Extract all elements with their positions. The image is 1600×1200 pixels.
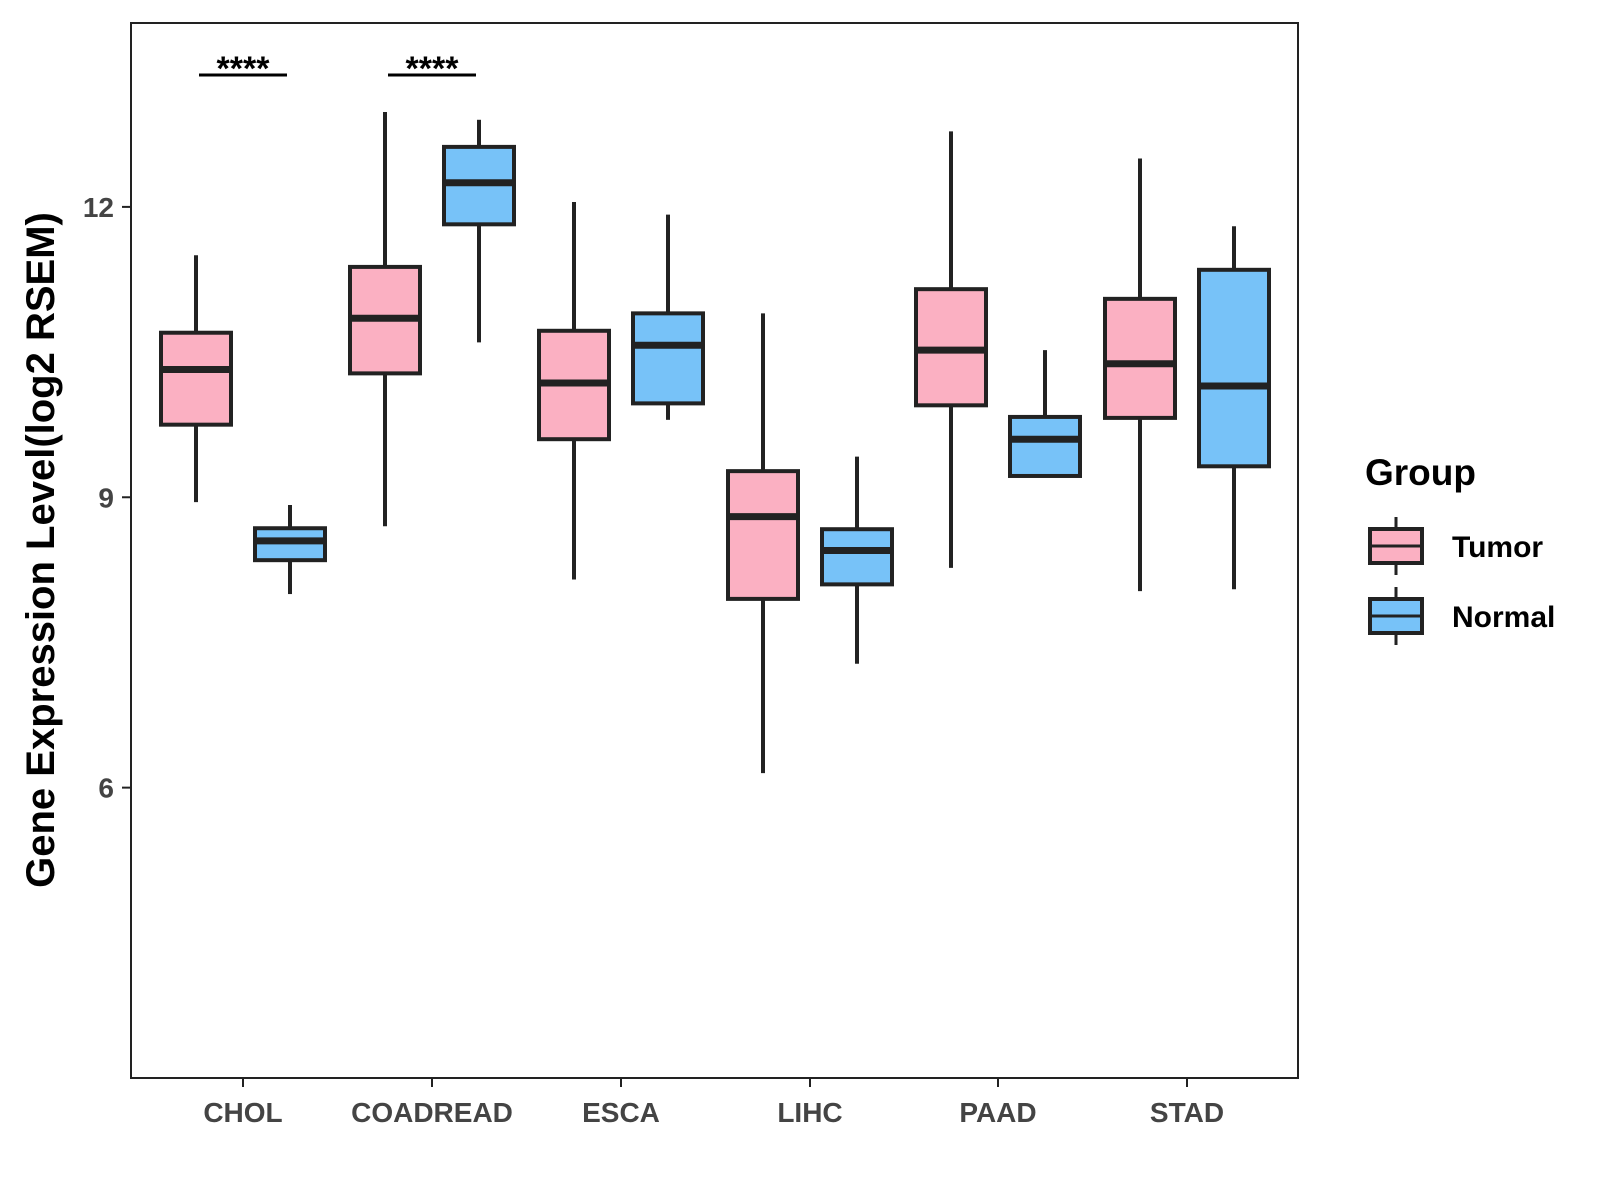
y-tick-label: 6 <box>98 773 114 804</box>
legend-item-normal: Normal <box>1368 587 1555 645</box>
box-body <box>631 311 705 406</box>
box-normal-coadread <box>442 119 516 343</box>
x-tick-label: STAD <box>1150 1097 1224 1128</box>
box-body <box>726 469 800 601</box>
box-normal-lihc <box>820 456 894 664</box>
box-body <box>159 330 233 427</box>
legend-item-tumor: Tumor <box>1368 517 1543 575</box>
significance-stars: **** <box>217 50 271 88</box>
y-axis: 6 9 12 <box>83 192 131 804</box>
x-tick-label: PAAD <box>959 1097 1036 1128</box>
box-body <box>820 527 894 587</box>
box-body <box>1197 267 1271 469</box>
legend-label: Tumor <box>1452 531 1543 564</box>
box-tumor-esca <box>537 202 611 580</box>
x-tick-label: COADREAD <box>351 1097 513 1128</box>
x-tick-label: LIHC <box>777 1097 842 1128</box>
boxes <box>159 112 1271 774</box>
box-tumor-chol <box>159 255 233 503</box>
legend-title: Group <box>1365 452 1476 493</box>
significance-annotations: **** **** <box>199 50 476 88</box>
box-tumor-paad <box>914 131 988 568</box>
x-axis: CHOL COADREAD ESCA LIHC PAAD STAD <box>203 1078 1224 1128</box>
x-tick-label: CHOL <box>203 1097 282 1128</box>
box-tumor-lihc <box>726 313 800 774</box>
significance-stars: **** <box>406 50 460 88</box>
legend-label: Normal <box>1452 601 1555 634</box>
box-normal-esca <box>631 214 705 420</box>
y-tick-label: 9 <box>98 482 114 513</box>
box-normal-stad <box>1197 226 1271 590</box>
box-body <box>1103 296 1177 420</box>
plot-panel <box>130 22 1299 1079</box>
box-body <box>1008 414 1082 478</box>
y-axis-label: Gene Expression Level(log2 RSEM) <box>19 212 63 888</box>
box-normal-chol <box>253 505 327 595</box>
x-tick-label: ESCA <box>582 1097 660 1128</box>
box-tumor-stad <box>1103 158 1177 592</box>
box-tumor-coadread <box>348 112 422 527</box>
box-normal-paad <box>1008 350 1082 478</box>
legend: Group Tumor Normal <box>1365 452 1555 645</box>
y-tick-label: 12 <box>83 192 114 223</box>
